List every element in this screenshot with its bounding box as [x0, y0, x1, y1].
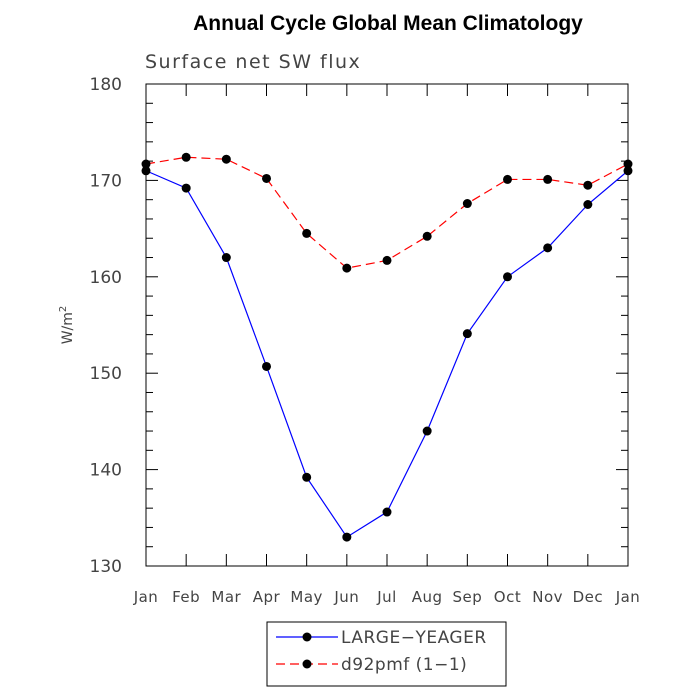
- x-tick-label: Jan: [133, 588, 159, 606]
- x-tick-label: Oct: [494, 588, 521, 606]
- plot-axes: [145, 83, 629, 567]
- legend-marker-large-yeager: [302, 632, 312, 642]
- data-point-d92pmf: [382, 255, 392, 265]
- series-line-d92pmf: [145, 156, 629, 269]
- legend-label-large-yeager: LARGE−YEAGER: [341, 628, 487, 648]
- x-tick-label: May: [290, 588, 323, 606]
- data-point-large-yeager: [543, 243, 553, 253]
- data-point-large-yeager: [262, 361, 271, 371]
- series-layer: [141, 152, 633, 542]
- data-point-large-yeager: [302, 472, 312, 482]
- data-point-d92pmf: [462, 199, 472, 209]
- data-point-large-yeager: [181, 183, 191, 193]
- data-point-large-yeager: [342, 532, 352, 542]
- legend-label-d92pmf: d92pmf (1−1): [341, 655, 467, 675]
- y-tick-label: 130: [90, 557, 122, 577]
- data-point-large-yeager: [141, 166, 151, 176]
- x-tick-label: Jul: [376, 588, 397, 606]
- data-point-large-yeager: [583, 200, 593, 209]
- data-point-d92pmf: [141, 159, 151, 169]
- x-tick-label: Jan: [615, 588, 641, 606]
- x-tick-label: Jun: [333, 588, 359, 606]
- x-tick-label: Nov: [532, 588, 563, 606]
- x-tick-label: Feb: [172, 588, 200, 606]
- data-point-d92pmf: [503, 174, 512, 184]
- legend-marker-d92pmf: [302, 659, 312, 669]
- series-line-large-yeager: [145, 170, 629, 538]
- x-tick-label: Aug: [412, 588, 443, 606]
- legend: LARGE−YEAGER d92pmf (1−1): [266, 621, 507, 687]
- data-point-d92pmf: [181, 152, 191, 162]
- data-point-large-yeager: [382, 507, 392, 517]
- data-point-d92pmf: [342, 263, 352, 273]
- data-point-large-yeager: [221, 253, 231, 263]
- data-point-d92pmf: [262, 173, 271, 183]
- x-tick-label: Mar: [211, 588, 241, 606]
- plot-frame: [145, 83, 629, 567]
- chart-title: Annual Cycle Global Mean Climatology: [193, 12, 583, 35]
- y-tick-label: 170: [90, 171, 122, 191]
- data-point-large-yeager: [422, 426, 432, 436]
- y-axis-ticks: 130 140 150 160 170 180: [90, 75, 628, 577]
- data-point-d92pmf: [543, 174, 553, 184]
- data-point-d92pmf: [422, 231, 432, 241]
- y-tick-label: 160: [90, 268, 122, 288]
- data-point-d92pmf: [583, 180, 593, 190]
- data-point-d92pmf: [221, 154, 231, 164]
- y-axis-label: W/m2: [58, 306, 76, 345]
- chart-subtitle: Surface net SW flux: [145, 51, 361, 73]
- y-tick-label: 150: [90, 364, 122, 384]
- data-point-d92pmf: [623, 159, 633, 169]
- data-point-large-yeager: [503, 272, 512, 282]
- x-tick-label: Apr: [253, 588, 281, 606]
- x-tick-label: Sep: [452, 588, 482, 606]
- x-axis-ticks: Jan Feb Mar Apr May Jun Jul Aug Sep Oct Nov Dec Jan: [133, 84, 641, 606]
- data-point-large-yeager: [623, 166, 633, 176]
- data-point-d92pmf: [302, 228, 312, 238]
- x-tick-label: Dec: [573, 588, 604, 606]
- y-tick-label: 180: [90, 75, 122, 95]
- y-tick-label: 140: [90, 461, 122, 481]
- data-point-large-yeager: [462, 329, 472, 339]
